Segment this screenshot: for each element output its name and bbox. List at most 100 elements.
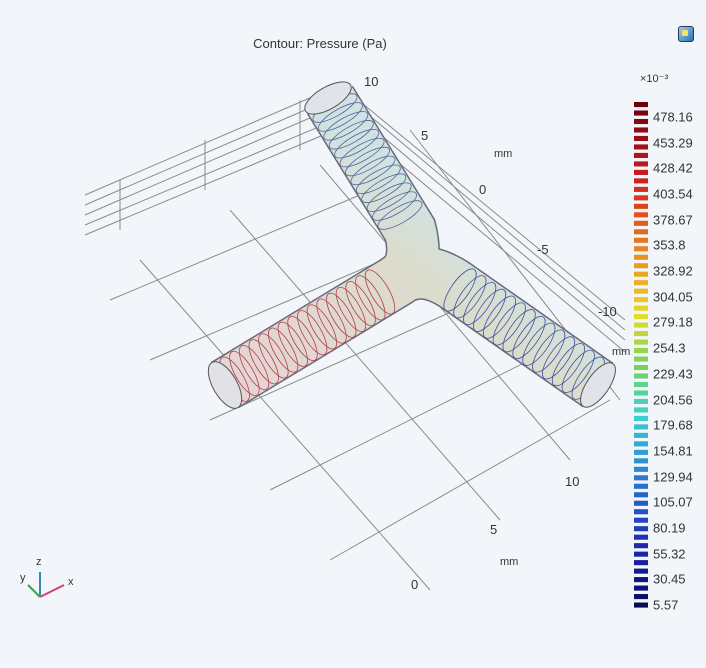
- contour-ring: [453, 275, 487, 319]
- colorbar-level: [634, 178, 648, 184]
- colorbar-level: [634, 424, 648, 430]
- triad-x-axis: [39, 584, 65, 598]
- contour-ring: [339, 137, 385, 168]
- z-unit: mm: [612, 346, 631, 358]
- colorbar-level: [634, 390, 648, 396]
- colorbar-level: [634, 127, 648, 133]
- colorbar-level: [634, 602, 648, 608]
- colorbar-level: [634, 195, 648, 201]
- colorbar-tick: 304.05: [653, 289, 693, 305]
- colorbar-tick: 229.43: [653, 366, 693, 382]
- colorbar-level: [634, 577, 648, 583]
- colorbar-level: [634, 220, 648, 226]
- colorbar-level: [634, 373, 648, 379]
- contour-ring: [287, 315, 318, 362]
- contour-ring: [277, 321, 308, 367]
- contour-ring: [328, 120, 374, 150]
- y-tick: -10: [598, 304, 617, 319]
- pipe-inlet-face: [207, 361, 243, 409]
- contour-ring: [323, 111, 369, 141]
- colorbar-level: [634, 466, 648, 472]
- colorbar-level: [634, 551, 648, 557]
- colorbar: [634, 102, 648, 608]
- contour-ring: [355, 164, 401, 195]
- colorbar-level: [634, 364, 648, 371]
- contour-ring: [532, 329, 566, 373]
- contour-ring: [377, 200, 423, 230]
- colorbar-level: [634, 135, 648, 142]
- y-tick: 5: [421, 128, 429, 143]
- colorbar-tick: 129.94: [653, 469, 693, 485]
- colorbar-level: [634, 449, 648, 455]
- contour-ring: [502, 309, 536, 353]
- contour-ring: [482, 295, 516, 339]
- contour-ring: [443, 268, 477, 312]
- colorbar-level: [634, 339, 648, 345]
- colorbar-tick: 403.54: [653, 186, 693, 202]
- pipe-geometry: [207, 81, 616, 409]
- contour-ring: [364, 269, 396, 315]
- colorbar-level: [634, 381, 648, 388]
- colorbar-level: [634, 237, 648, 243]
- contour-ring: [561, 349, 595, 393]
- colorbar-tick: 80.19: [653, 520, 686, 536]
- colorbar-level: [634, 560, 648, 566]
- triad-x-label: x: [68, 576, 74, 588]
- y-tick: 10: [364, 74, 379, 89]
- colorbar-tick: 5.57: [653, 597, 679, 613]
- colorbar-level: [634, 263, 648, 269]
- contour-ring: [361, 173, 407, 203]
- colorbar-level: [634, 297, 648, 303]
- contour-ring: [258, 333, 289, 379]
- colorbar-tick: 204.56: [653, 392, 693, 408]
- colorbar-level: [634, 322, 648, 328]
- contour-ring: [551, 343, 585, 387]
- colorbar-level: [634, 305, 648, 311]
- colorbar-tick: 428.42: [653, 160, 693, 176]
- colorbar-level: [634, 483, 648, 489]
- colorbar-tick: 154.81: [653, 443, 693, 459]
- colorbar-level: [634, 509, 648, 515]
- contour-ring: [463, 282, 497, 326]
- colorbar-level: [634, 152, 648, 158]
- contour-ring: [512, 315, 546, 360]
- contour-ring: [248, 339, 279, 385]
- contour-ring: [306, 304, 338, 350]
- colorbar-level: [634, 407, 648, 413]
- colorbar-level: [634, 458, 648, 464]
- contour-ring: [345, 281, 376, 327]
- colorbar-level: [634, 348, 648, 354]
- contour-ring: [492, 302, 526, 346]
- colorbar-level: [634, 144, 648, 150]
- axis-triad: [27, 572, 65, 598]
- contour-ring: [473, 288, 507, 332]
- colorbar-tick: 105.07: [653, 494, 693, 510]
- colorbar-level: [634, 271, 648, 277]
- colorbar-level: [634, 568, 648, 574]
- contour-ring: [542, 336, 576, 380]
- x-unit: mm: [500, 556, 519, 568]
- contour-ring: [522, 322, 556, 366]
- y-tick: 0: [479, 182, 487, 197]
- colorbar-level: [634, 500, 648, 506]
- colorbar-multiplier: ×10⁻³: [640, 73, 669, 85]
- colorbar-tick: 328.92: [653, 263, 693, 279]
- triad-y-label: y: [20, 572, 26, 584]
- colorbar-level: [634, 118, 648, 125]
- colorbar-level: [634, 212, 648, 218]
- contour-ring: [317, 102, 363, 132]
- colorbar-level: [634, 110, 648, 116]
- contour-ring: [334, 128, 380, 159]
- colorbar-level: [634, 415, 648, 421]
- contour-ring: [372, 191, 418, 221]
- contour-ring: [316, 298, 347, 344]
- colorbar-level: [634, 229, 648, 235]
- colorbar-level: [634, 398, 648, 405]
- colorbar-level: [634, 534, 648, 540]
- axis-grid: [84, 84, 626, 591]
- image-export-icon[interactable]: [678, 26, 694, 42]
- pipe-outlet-face: [304, 81, 352, 115]
- colorbar-level: [634, 543, 648, 549]
- colorbar-tick: 179.68: [653, 417, 693, 433]
